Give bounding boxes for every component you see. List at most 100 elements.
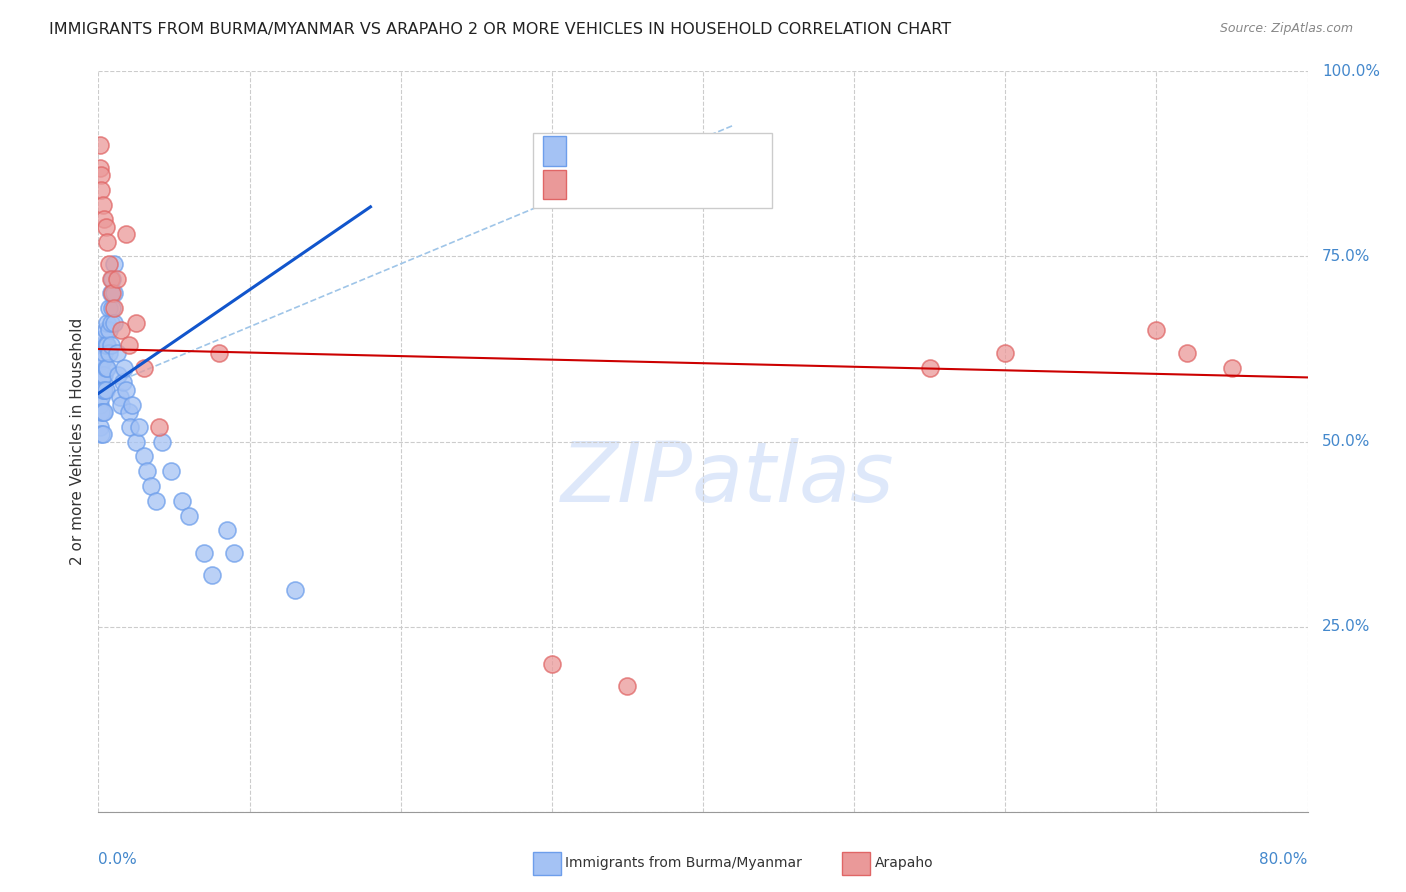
Point xyxy=(132,360,155,375)
Point xyxy=(90,390,112,404)
Point xyxy=(105,345,128,359)
Point xyxy=(101,286,124,301)
Text: ZIPatlas: ZIPatlas xyxy=(561,438,894,519)
Point xyxy=(1220,360,1243,375)
Point xyxy=(100,338,122,352)
Point xyxy=(150,434,173,449)
Point xyxy=(540,657,562,671)
Point xyxy=(103,257,125,271)
Point xyxy=(94,324,117,338)
Point xyxy=(135,464,157,478)
Point xyxy=(89,138,111,153)
Text: -0.038: -0.038 xyxy=(602,178,652,191)
Point xyxy=(96,235,118,249)
Point xyxy=(193,546,215,560)
Point xyxy=(145,493,167,508)
Text: Source: ZipAtlas.com: Source: ZipAtlas.com xyxy=(1219,22,1353,36)
Point xyxy=(93,368,115,382)
Point xyxy=(91,353,114,368)
Point xyxy=(96,360,118,375)
Point xyxy=(90,183,112,197)
Text: 25.0%: 25.0% xyxy=(1322,619,1371,634)
Point xyxy=(616,679,638,693)
Text: 0.0%: 0.0% xyxy=(98,853,138,867)
Text: R =: R = xyxy=(569,178,600,191)
Point xyxy=(918,360,941,375)
Point xyxy=(1175,345,1198,359)
Point xyxy=(90,168,112,182)
Point xyxy=(120,419,142,434)
Point xyxy=(118,405,141,419)
Point xyxy=(89,398,111,412)
Point xyxy=(111,376,134,390)
Point xyxy=(128,419,150,434)
Point xyxy=(141,479,163,493)
Point xyxy=(170,493,193,508)
Point xyxy=(224,546,246,560)
Point xyxy=(94,219,117,234)
Point xyxy=(94,338,117,352)
Text: Arapaho: Arapaho xyxy=(875,856,934,871)
Point xyxy=(110,398,132,412)
Point xyxy=(103,301,125,316)
Point xyxy=(98,324,121,338)
Point xyxy=(125,434,148,449)
Point xyxy=(1144,324,1167,338)
Point xyxy=(89,161,111,175)
Point xyxy=(148,419,170,434)
Point xyxy=(108,390,131,404)
Point xyxy=(89,360,111,375)
Text: 0.330: 0.330 xyxy=(602,145,651,158)
Point xyxy=(114,227,136,242)
Text: 75.0%: 75.0% xyxy=(1322,249,1371,264)
Point xyxy=(105,271,128,285)
Point xyxy=(114,383,136,397)
Point xyxy=(110,324,132,338)
Point xyxy=(91,338,114,352)
Point xyxy=(98,257,121,271)
Point xyxy=(112,360,135,375)
Point xyxy=(91,197,114,211)
Point xyxy=(89,383,111,397)
Point xyxy=(91,368,114,382)
Point xyxy=(100,316,122,330)
Point xyxy=(215,524,238,538)
Point xyxy=(101,301,124,316)
Text: N = 27: N = 27 xyxy=(651,178,704,191)
Text: 50.0%: 50.0% xyxy=(1322,434,1371,449)
Point xyxy=(91,383,114,397)
Point xyxy=(103,316,125,330)
Point xyxy=(96,338,118,352)
Point xyxy=(98,301,121,316)
Point xyxy=(179,508,201,523)
Point xyxy=(90,427,112,442)
Point xyxy=(98,345,121,359)
Point xyxy=(118,338,141,352)
Point xyxy=(994,345,1017,359)
Point xyxy=(103,286,125,301)
Point xyxy=(121,398,143,412)
Point xyxy=(90,376,112,390)
Point xyxy=(90,353,112,368)
Point xyxy=(94,383,117,397)
Point xyxy=(101,271,124,285)
Text: 80.0%: 80.0% xyxy=(1260,853,1308,867)
Point xyxy=(284,582,307,597)
Point xyxy=(93,383,115,397)
Text: R =: R = xyxy=(569,145,600,158)
Point xyxy=(132,450,155,464)
Point xyxy=(91,405,114,419)
Y-axis label: 2 or more Vehicles in Household: 2 or more Vehicles in Household xyxy=(70,318,86,566)
Point xyxy=(94,360,117,375)
Point xyxy=(93,212,115,227)
Point xyxy=(100,286,122,301)
Point xyxy=(125,316,148,330)
Point xyxy=(90,405,112,419)
Point xyxy=(201,567,224,582)
Text: 100.0%: 100.0% xyxy=(1322,64,1381,78)
Point xyxy=(93,331,115,345)
Point xyxy=(107,368,129,382)
Point xyxy=(93,405,115,419)
Text: IMMIGRANTS FROM BURMA/MYANMAR VS ARAPAHO 2 OR MORE VEHICLES IN HOUSEHOLD CORRELA: IMMIGRANTS FROM BURMA/MYANMAR VS ARAPAHO… xyxy=(49,22,952,37)
Point xyxy=(160,464,183,478)
